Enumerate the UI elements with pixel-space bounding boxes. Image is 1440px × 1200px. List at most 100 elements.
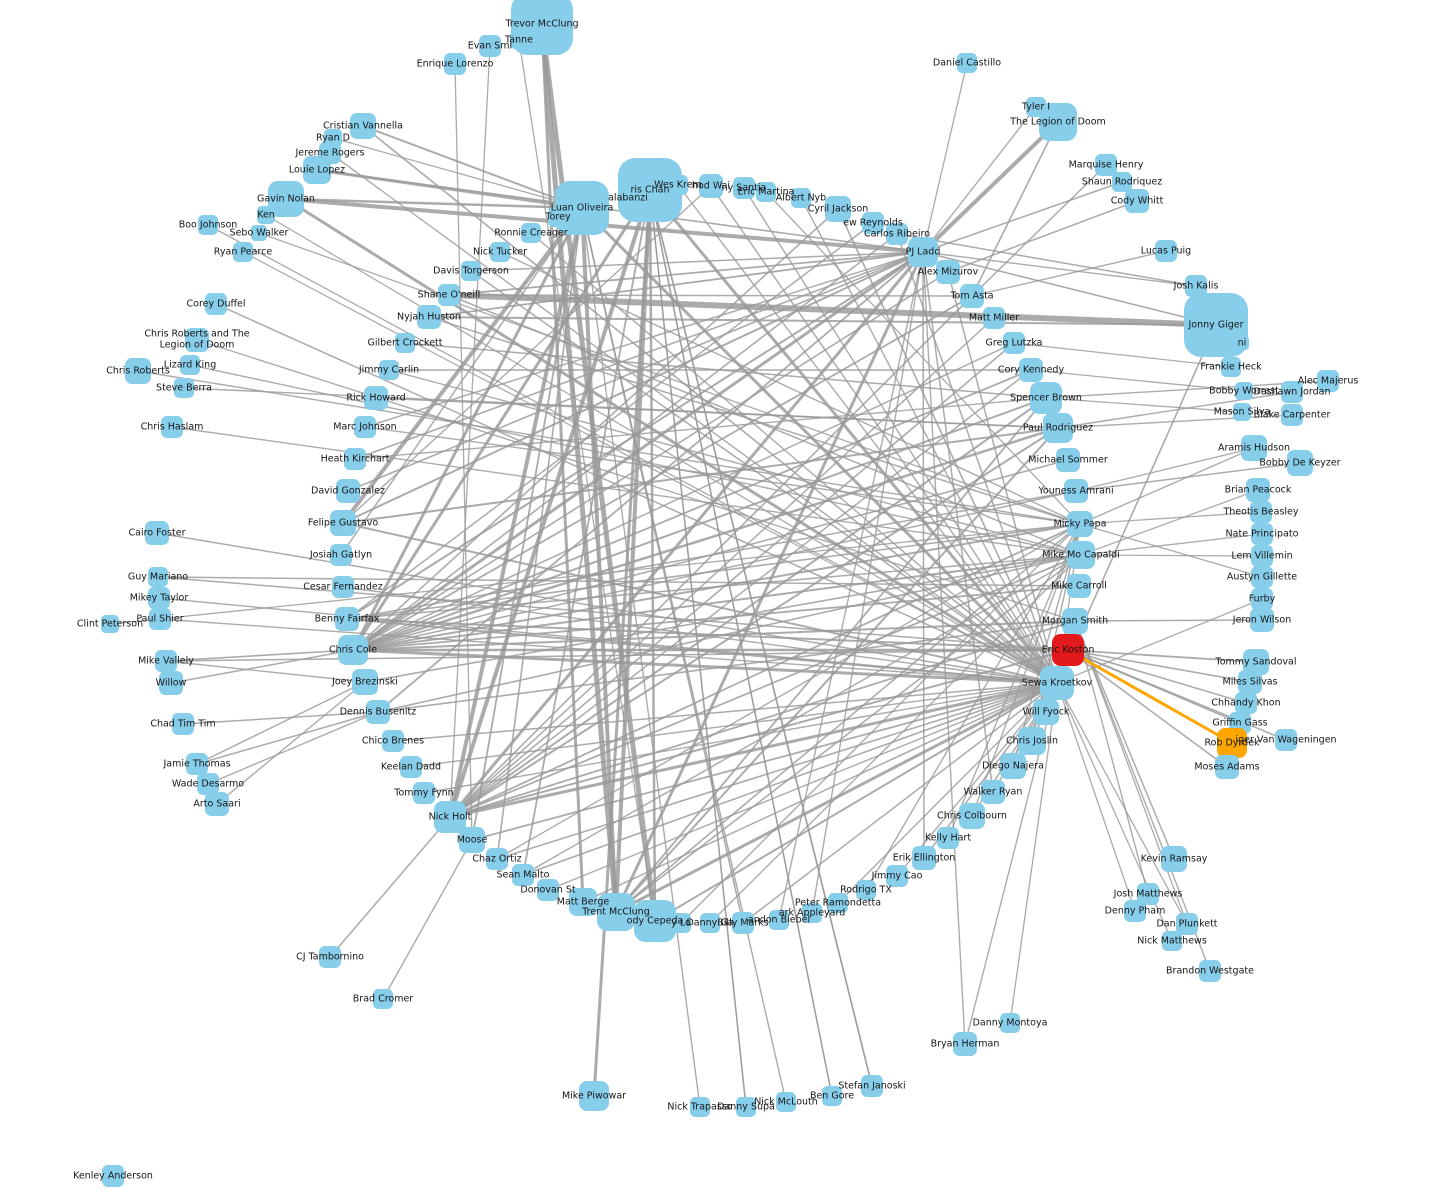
graph-node[interactable] bbox=[395, 333, 415, 353]
graph-node[interactable] bbox=[981, 780, 1005, 804]
graph-node[interactable] bbox=[1162, 931, 1182, 951]
graph-node[interactable] bbox=[438, 284, 460, 306]
graph-node[interactable] bbox=[1018, 727, 1046, 755]
graph-node[interactable] bbox=[1235, 336, 1249, 350]
graph-node[interactable] bbox=[1155, 240, 1177, 262]
graph-node[interactable] bbox=[233, 242, 253, 262]
graph-node[interactable] bbox=[1241, 435, 1267, 461]
graph-node[interactable] bbox=[1125, 189, 1149, 213]
graph-node[interactable] bbox=[354, 416, 376, 438]
graph-node[interactable] bbox=[174, 378, 194, 398]
graph-node[interactable] bbox=[434, 801, 466, 833]
graph-node[interactable] bbox=[521, 223, 541, 243]
graph-node[interactable] bbox=[1067, 541, 1095, 569]
graph-node[interactable] bbox=[461, 261, 481, 281]
graph-node[interactable] bbox=[1000, 1013, 1020, 1033]
graph-node[interactable] bbox=[197, 773, 219, 795]
graph-node[interactable] bbox=[148, 567, 168, 587]
graph-node[interactable] bbox=[373, 989, 393, 1009]
graph-node[interactable] bbox=[1221, 357, 1241, 377]
graph-node[interactable] bbox=[364, 386, 388, 410]
graph-node[interactable] bbox=[1000, 753, 1026, 779]
graph-node[interactable] bbox=[145, 521, 169, 545]
graph-node[interactable] bbox=[1176, 913, 1198, 935]
graph-node[interactable] bbox=[1246, 478, 1270, 502]
graph-node[interactable] bbox=[344, 448, 366, 470]
graph-node[interactable] bbox=[257, 206, 275, 224]
graph-node[interactable] bbox=[1317, 370, 1339, 392]
graph-node[interactable] bbox=[413, 782, 435, 804]
graph-node[interactable] bbox=[1019, 358, 1043, 382]
graph-node[interactable] bbox=[1064, 479, 1088, 503]
graph-node[interactable] bbox=[1287, 450, 1313, 476]
graph-node[interactable] bbox=[886, 223, 908, 245]
graph-node[interactable] bbox=[825, 196, 851, 222]
graph-node[interactable] bbox=[1235, 692, 1257, 714]
graph-node[interactable] bbox=[101, 615, 119, 633]
graph-node[interactable] bbox=[102, 1165, 124, 1187]
graph-node[interactable] bbox=[597, 893, 635, 931]
graph-node[interactable] bbox=[148, 587, 170, 609]
graph-node[interactable] bbox=[1043, 413, 1073, 443]
graph-node[interactable] bbox=[668, 175, 688, 195]
graph-node[interactable] bbox=[338, 635, 368, 665]
graph-node-secondary-highlight[interactable] bbox=[1217, 728, 1247, 758]
graph-node[interactable] bbox=[1161, 846, 1187, 872]
graph-node[interactable] bbox=[862, 212, 884, 234]
graph-node[interactable] bbox=[1095, 154, 1117, 176]
graph-node[interactable] bbox=[1124, 900, 1146, 922]
graph-node[interactable] bbox=[537, 879, 559, 901]
graph-node[interactable] bbox=[510, 31, 528, 49]
graph-node[interactable] bbox=[490, 242, 510, 262]
graph-node[interactable] bbox=[936, 260, 960, 284]
graph-node[interactable] bbox=[1137, 883, 1159, 905]
graph-node[interactable] bbox=[1250, 501, 1272, 523]
graph-node[interactable] bbox=[1215, 755, 1239, 779]
graph-node[interactable] bbox=[960, 284, 984, 308]
graph-node[interactable] bbox=[555, 181, 609, 235]
graph-node[interactable] bbox=[335, 607, 359, 631]
graph-node[interactable] bbox=[579, 1081, 609, 1111]
graph-node[interactable] bbox=[479, 35, 501, 57]
graph-node[interactable] bbox=[1233, 403, 1251, 421]
graph-node-selected[interactable] bbox=[1052, 634, 1084, 666]
graph-node[interactable] bbox=[1281, 381, 1303, 403]
graph-node[interactable] bbox=[1251, 566, 1273, 588]
graph-node[interactable] bbox=[699, 174, 723, 198]
graph-node[interactable] bbox=[155, 650, 177, 672]
graph-node[interactable] bbox=[459, 827, 485, 853]
graph-node[interactable] bbox=[953, 1032, 977, 1056]
graph-node[interactable] bbox=[1275, 729, 1297, 751]
graph-node[interactable] bbox=[671, 913, 691, 933]
graph-node[interactable] bbox=[1281, 404, 1303, 426]
graph-node[interactable] bbox=[802, 903, 822, 923]
graph-node[interactable] bbox=[336, 479, 360, 503]
graph-node[interactable] bbox=[186, 753, 208, 775]
graph-node[interactable] bbox=[732, 912, 754, 934]
graph-node[interactable] bbox=[149, 608, 171, 630]
graph-node[interactable] bbox=[350, 113, 376, 139]
graph-node[interactable] bbox=[1199, 960, 1221, 982]
graph-node[interactable] bbox=[1250, 608, 1274, 632]
graph-node[interactable] bbox=[690, 1097, 710, 1117]
graph-node[interactable] bbox=[861, 1075, 883, 1097]
graph-node[interactable] bbox=[1235, 382, 1253, 400]
graph-node[interactable] bbox=[1185, 275, 1207, 297]
graph-node[interactable] bbox=[379, 360, 399, 380]
graph-node[interactable] bbox=[908, 237, 938, 267]
graph-node[interactable] bbox=[205, 792, 229, 816]
graph-node[interactable] bbox=[1056, 448, 1080, 472]
graph-node[interactable] bbox=[937, 827, 959, 849]
graph-node[interactable] bbox=[700, 913, 720, 933]
graph-node[interactable] bbox=[1039, 103, 1077, 141]
graph-node[interactable] bbox=[180, 355, 200, 375]
graph-node[interactable] bbox=[1033, 699, 1059, 725]
graph-node[interactable] bbox=[1067, 511, 1093, 537]
graph-node[interactable] bbox=[205, 293, 227, 315]
graph-node[interactable] bbox=[400, 756, 422, 778]
graph-node[interactable] bbox=[736, 1097, 756, 1117]
graph-node[interactable] bbox=[769, 910, 789, 930]
graph-node[interactable] bbox=[856, 880, 876, 900]
graph-node[interactable] bbox=[366, 700, 390, 724]
graph-node[interactable] bbox=[352, 669, 378, 695]
